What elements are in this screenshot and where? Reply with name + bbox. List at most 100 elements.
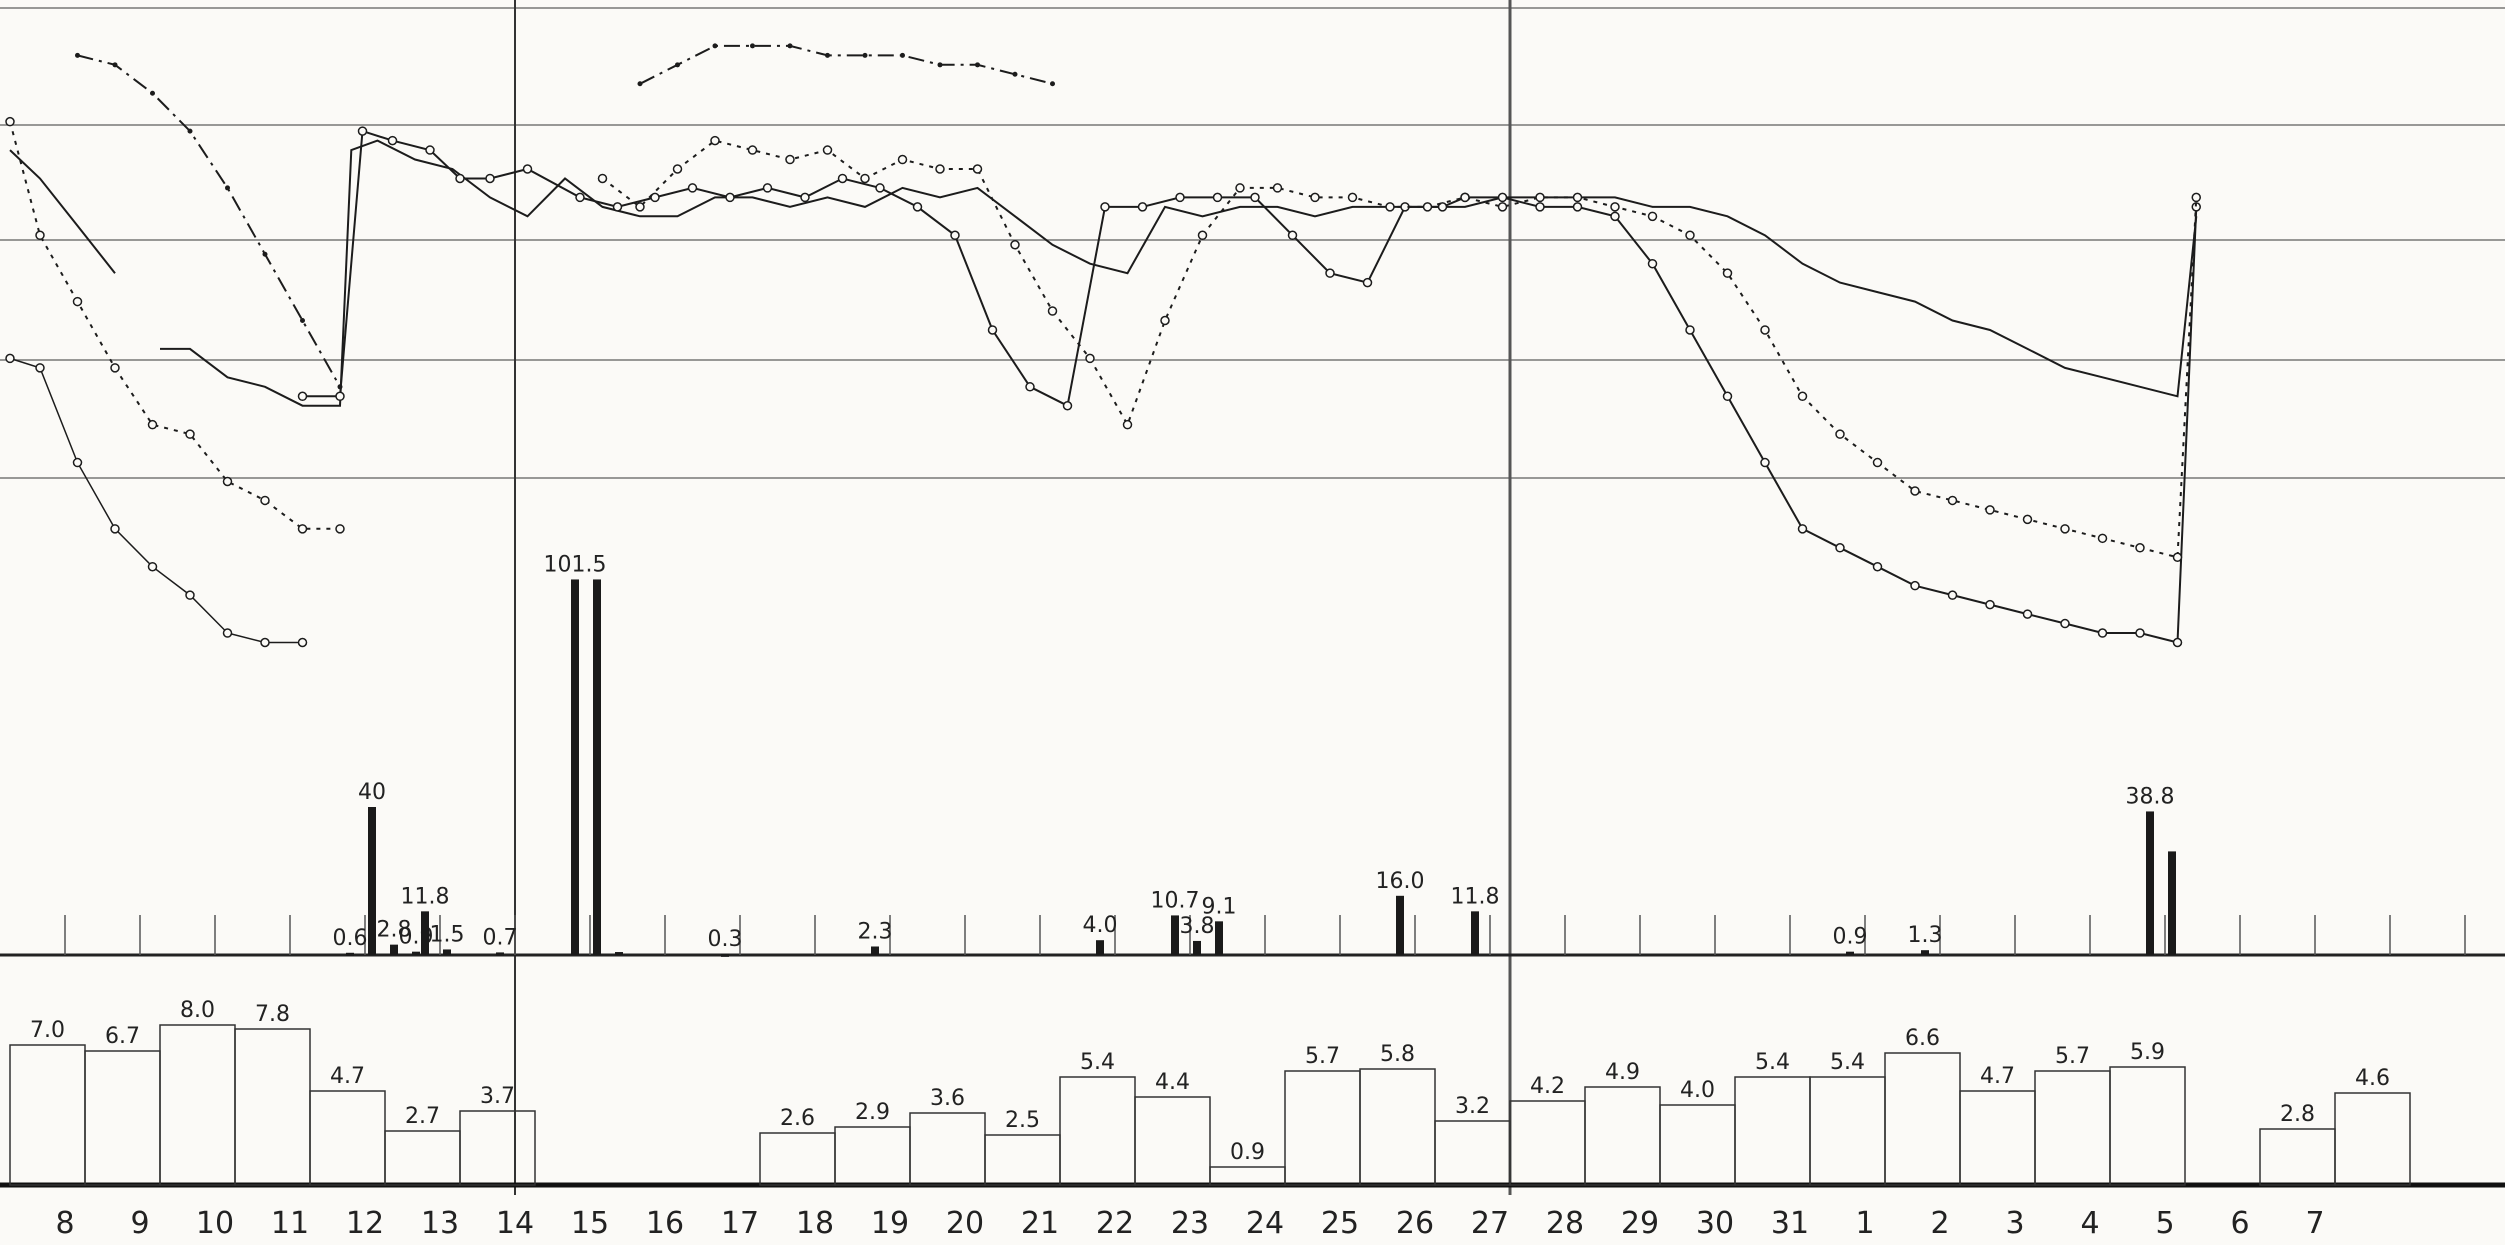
x-tick-label: 23 — [1171, 1206, 1209, 1241]
lower-bar-label: 7.8 — [255, 1002, 290, 1027]
lower-bar-label: 6.7 — [105, 1024, 140, 1049]
lower-bar — [1734, 1076, 1811, 1186]
lower-bar-label: 5.8 — [1380, 1042, 1415, 1067]
precip-bar-label: 1.3 — [1908, 923, 1943, 948]
x-tick-label: 20 — [946, 1206, 984, 1241]
series-point — [1760, 325, 1770, 335]
x-tick-label: 11 — [271, 1206, 309, 1241]
series-point — [260, 495, 270, 506]
series-point — [862, 52, 868, 58]
lower-bar-label: 5.4 — [1755, 1050, 1790, 1075]
lower-bar-label: 7.0 — [30, 1018, 65, 1043]
x-tick-label: 14 — [496, 1206, 534, 1241]
lower-bar-label: 5.7 — [2055, 1044, 2090, 1069]
series-point — [637, 81, 643, 87]
series-point — [712, 43, 718, 49]
series-point — [822, 145, 833, 155]
precip-bar — [443, 949, 451, 955]
series-line-dash-dot-1 — [639, 44, 1053, 85]
precip-bar-label: 0.9 — [1833, 925, 1868, 950]
precip-bar — [615, 952, 623, 956]
x-tick-label: 9 — [130, 1206, 149, 1241]
x-tick-label: 17 — [721, 1206, 759, 1241]
precip-bar — [1846, 951, 1854, 955]
series-point — [1722, 268, 1733, 278]
series-point — [725, 192, 735, 203]
x-tick-label: 31 — [1771, 1206, 1809, 1241]
series-line-thin-circles-0 — [9, 357, 303, 644]
lower-bar-label: 4.0 — [1680, 1078, 1715, 1103]
series-point — [455, 173, 465, 184]
precip-bar-label: 0.3 — [708, 927, 743, 952]
series-point — [612, 202, 623, 212]
series-point — [1572, 192, 1583, 203]
x-tick-label: 25 — [1321, 1206, 1359, 1241]
series-point — [297, 637, 308, 648]
series-point — [650, 192, 660, 203]
series-point — [1175, 192, 1185, 203]
series-point — [2172, 552, 2183, 563]
series-point — [787, 43, 793, 49]
lower-bar — [2334, 1092, 2411, 1186]
x-tick-label: 18 — [796, 1206, 834, 1241]
series-point — [335, 391, 345, 402]
series-point — [1835, 543, 1845, 553]
lower-bar-label: 4.4 — [1155, 1070, 1190, 1095]
lower-bar-label: 3.2 — [1455, 1094, 1490, 1119]
lower-bar-label: 2.7 — [405, 1104, 440, 1129]
series-point — [1872, 561, 1883, 572]
series-point — [2097, 533, 2108, 544]
series-point — [1760, 457, 1770, 468]
series-point — [950, 230, 960, 241]
series-point — [1535, 192, 1545, 203]
series-point — [387, 135, 398, 146]
series-point — [110, 524, 120, 534]
lower-bar — [1359, 1068, 1436, 1186]
series-point — [1100, 202, 1110, 212]
series-point — [1250, 192, 1260, 203]
series-point — [2135, 628, 2145, 638]
series-point — [1947, 495, 1958, 506]
series-point — [1872, 457, 1883, 468]
lower-bar-label: 2.6 — [780, 1106, 815, 1131]
series-point — [5, 116, 15, 127]
series-point — [2135, 543, 2145, 553]
series-point — [1647, 211, 1658, 222]
series-point — [2022, 514, 2033, 525]
series-point — [900, 52, 905, 58]
series-point — [110, 363, 120, 373]
series-point — [1797, 391, 1808, 402]
series-point — [972, 164, 983, 174]
series-point — [1910, 580, 1920, 591]
x-tick-label: 28 — [1546, 1206, 1584, 1241]
series-point — [185, 590, 195, 600]
grid-lines — [0, 0, 2505, 1195]
series-point — [260, 637, 270, 648]
precip-bar-label: 40 — [358, 780, 386, 805]
x-tick-label: 8 — [55, 1206, 74, 1241]
precip-bar — [2146, 811, 2154, 955]
lower-bar — [1884, 1052, 1961, 1186]
series-point — [300, 318, 305, 324]
lower-bar-label: 5.9 — [2130, 1040, 2165, 1065]
series-point — [975, 62, 980, 68]
series-point — [1385, 202, 1395, 212]
lower-bar — [984, 1134, 1061, 1186]
lower-bar — [2109, 1066, 2186, 1186]
precip-bar — [2168, 851, 2176, 955]
precip-bar — [871, 946, 879, 955]
series-point — [2022, 609, 2033, 619]
precip-bar-label: 11.8 — [401, 884, 450, 909]
precip-bar — [368, 807, 376, 955]
precip-bar-label: 9.1 — [1202, 894, 1237, 919]
lower-bar — [1134, 1096, 1211, 1186]
lower-bar — [84, 1050, 161, 1186]
series-point — [147, 561, 158, 572]
x-tick-label: 19 — [871, 1206, 909, 1241]
series-point — [1685, 325, 1695, 335]
precip-bar-label: 0.7 — [483, 925, 518, 950]
x-tick-label: 29 — [1621, 1206, 1659, 1241]
lower-bar-label: 3.7 — [480, 1084, 515, 1109]
precip-bar-label: 11.8 — [1451, 884, 1500, 909]
